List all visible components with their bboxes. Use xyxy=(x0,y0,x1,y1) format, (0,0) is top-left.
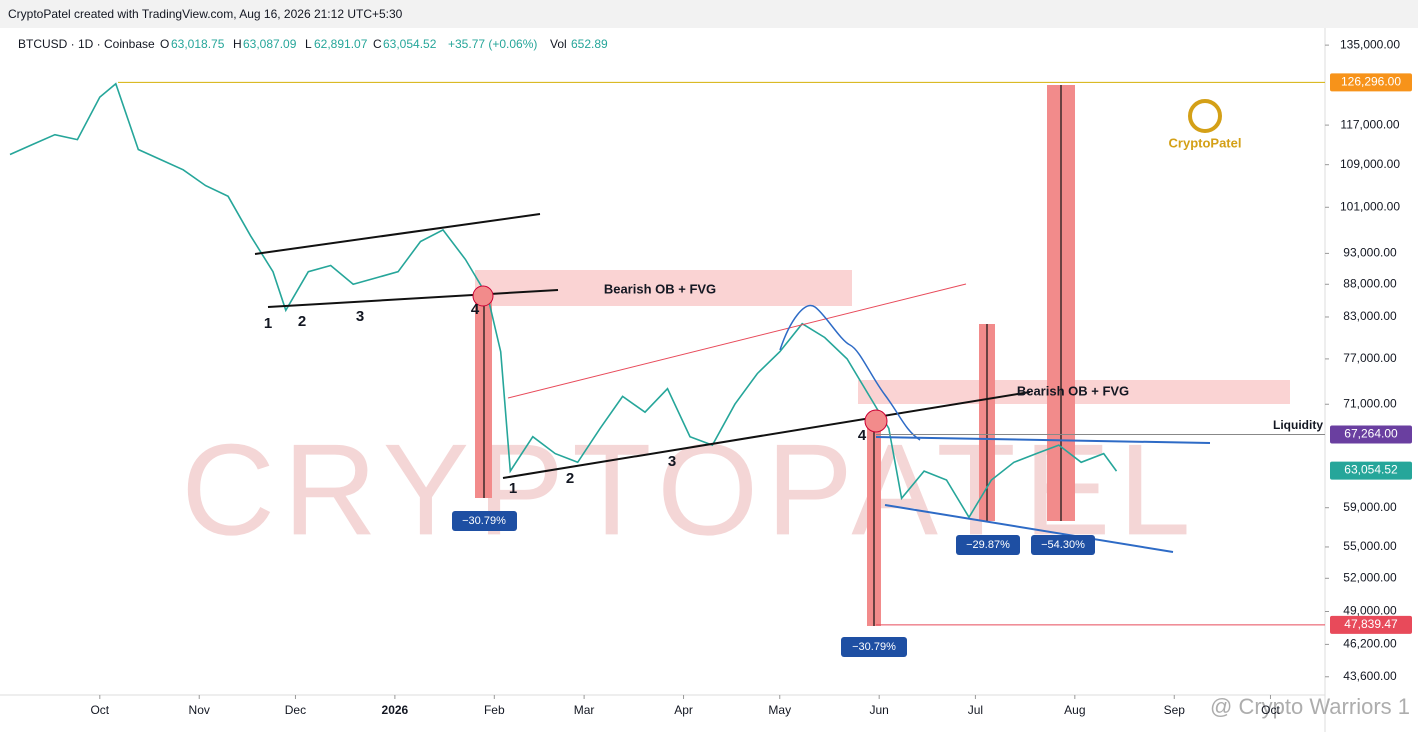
wave-label: 1 xyxy=(509,480,517,497)
wave-label: 4 xyxy=(471,301,480,318)
price-tag-label: 126,296.00 xyxy=(1341,75,1401,89)
y-tick-label: 55,000.00 xyxy=(1343,539,1397,553)
x-tick-label: Dec xyxy=(285,703,306,717)
volume: 652.89 xyxy=(571,37,608,51)
wave-label: 2 xyxy=(566,470,574,487)
ob-zone xyxy=(475,270,852,306)
price-tag-label: 63,054.52 xyxy=(1344,463,1398,477)
y-tick-label: 52,000.00 xyxy=(1343,570,1397,584)
drop-label: −54.30% xyxy=(1041,539,1085,551)
x-tick-label: Feb xyxy=(484,703,505,717)
o-label: O xyxy=(160,37,169,51)
y-tick-label: 101,000.00 xyxy=(1340,199,1400,213)
y-tick-label: 135,000.00 xyxy=(1340,37,1400,51)
y-tick-label: 83,000.00 xyxy=(1343,309,1397,323)
x-tick-label: Sep xyxy=(1164,703,1186,717)
y-tick-label: 71,000.00 xyxy=(1343,396,1397,410)
price-tag xyxy=(1330,425,1412,444)
price-tag xyxy=(1330,615,1412,634)
top-bar xyxy=(0,0,1418,28)
drop-label: −29.87% xyxy=(966,539,1010,551)
vol-label: Vol xyxy=(550,37,567,51)
y-tick-label: 59,000.00 xyxy=(1343,500,1397,514)
y-tick-label: 49,000.00 xyxy=(1343,604,1397,618)
ob-label: Bearish OB + FVG xyxy=(1017,383,1129,398)
c-label: C xyxy=(373,37,382,51)
wave-label: 1 xyxy=(264,315,272,332)
y-tick-label: 109,000.00 xyxy=(1340,157,1400,171)
y-tick-label: 77,000.00 xyxy=(1343,351,1397,365)
y-tick-label: 117,000.00 xyxy=(1340,117,1399,131)
x-tick-label: Aug xyxy=(1064,703,1085,717)
legend: BTCUSD · 1D · Coinbase O 63,018.75 H 63,… xyxy=(18,37,608,51)
open: 63,018.75 xyxy=(171,37,225,51)
x-tick-label: Oct xyxy=(1261,703,1280,717)
liquidity-label: Liquidity xyxy=(1273,418,1323,432)
ob-label: Bearish OB + FVG xyxy=(604,281,716,296)
x-tick-label: May xyxy=(768,703,791,717)
drop-label: −30.79% xyxy=(462,515,506,527)
touch-point xyxy=(472,285,494,307)
x-tick-label: 2026 xyxy=(382,703,409,717)
logo-text: CryptoPatel xyxy=(1169,135,1242,150)
y-tick-label: 93,000.00 xyxy=(1343,246,1397,260)
price-tag xyxy=(1330,461,1412,480)
price-tag xyxy=(1330,73,1412,92)
touch-point xyxy=(864,409,888,433)
h-label: H xyxy=(233,37,242,51)
wave-label: 2 xyxy=(298,313,306,330)
drop-labels: −30.79% −30.79% −29.87% −54.30% xyxy=(452,511,1095,657)
close: 63,054.52 xyxy=(383,37,437,51)
y-tick-label: 88,000.00 xyxy=(1343,276,1397,290)
x-tick-label: Apr xyxy=(674,703,693,717)
y-tick-label: 46,200.00 xyxy=(1343,637,1397,651)
drop-label: −30.79% xyxy=(852,641,896,653)
logo-icon xyxy=(1188,99,1222,133)
low: 62,891.07 xyxy=(314,37,368,51)
x-tick-label: Oct xyxy=(90,703,109,717)
price-tag-label: 47,839.47 xyxy=(1344,617,1398,631)
x-tick-label: Mar xyxy=(574,703,595,717)
header-title: CryptoPatel created with TradingView.com… xyxy=(8,7,403,21)
change: +35.77 (+0.06%) xyxy=(448,37,537,51)
wave-label: 3 xyxy=(668,453,676,470)
symbol: BTCUSD · 1D · Coinbase xyxy=(18,37,155,51)
y-tick-label: 43,600.00 xyxy=(1343,669,1397,683)
price-tag-label: 67,264.00 xyxy=(1344,427,1398,441)
price-series xyxy=(9,82,1118,519)
price-line xyxy=(9,82,1118,519)
l-label: L xyxy=(305,37,312,51)
high: 63,087.09 xyxy=(243,37,297,51)
watermark: CRYPTOPATEL xyxy=(181,416,1199,562)
credit: @ Crypto Warriors 1 xyxy=(1210,694,1410,719)
wave-label: 3 xyxy=(356,308,364,325)
x-tick-label: Jul xyxy=(968,703,983,717)
trendlines xyxy=(254,213,1211,553)
x-tick-label: Jun xyxy=(870,703,889,717)
wave-label: 4 xyxy=(858,427,867,444)
x-tick-label: Nov xyxy=(189,703,210,717)
